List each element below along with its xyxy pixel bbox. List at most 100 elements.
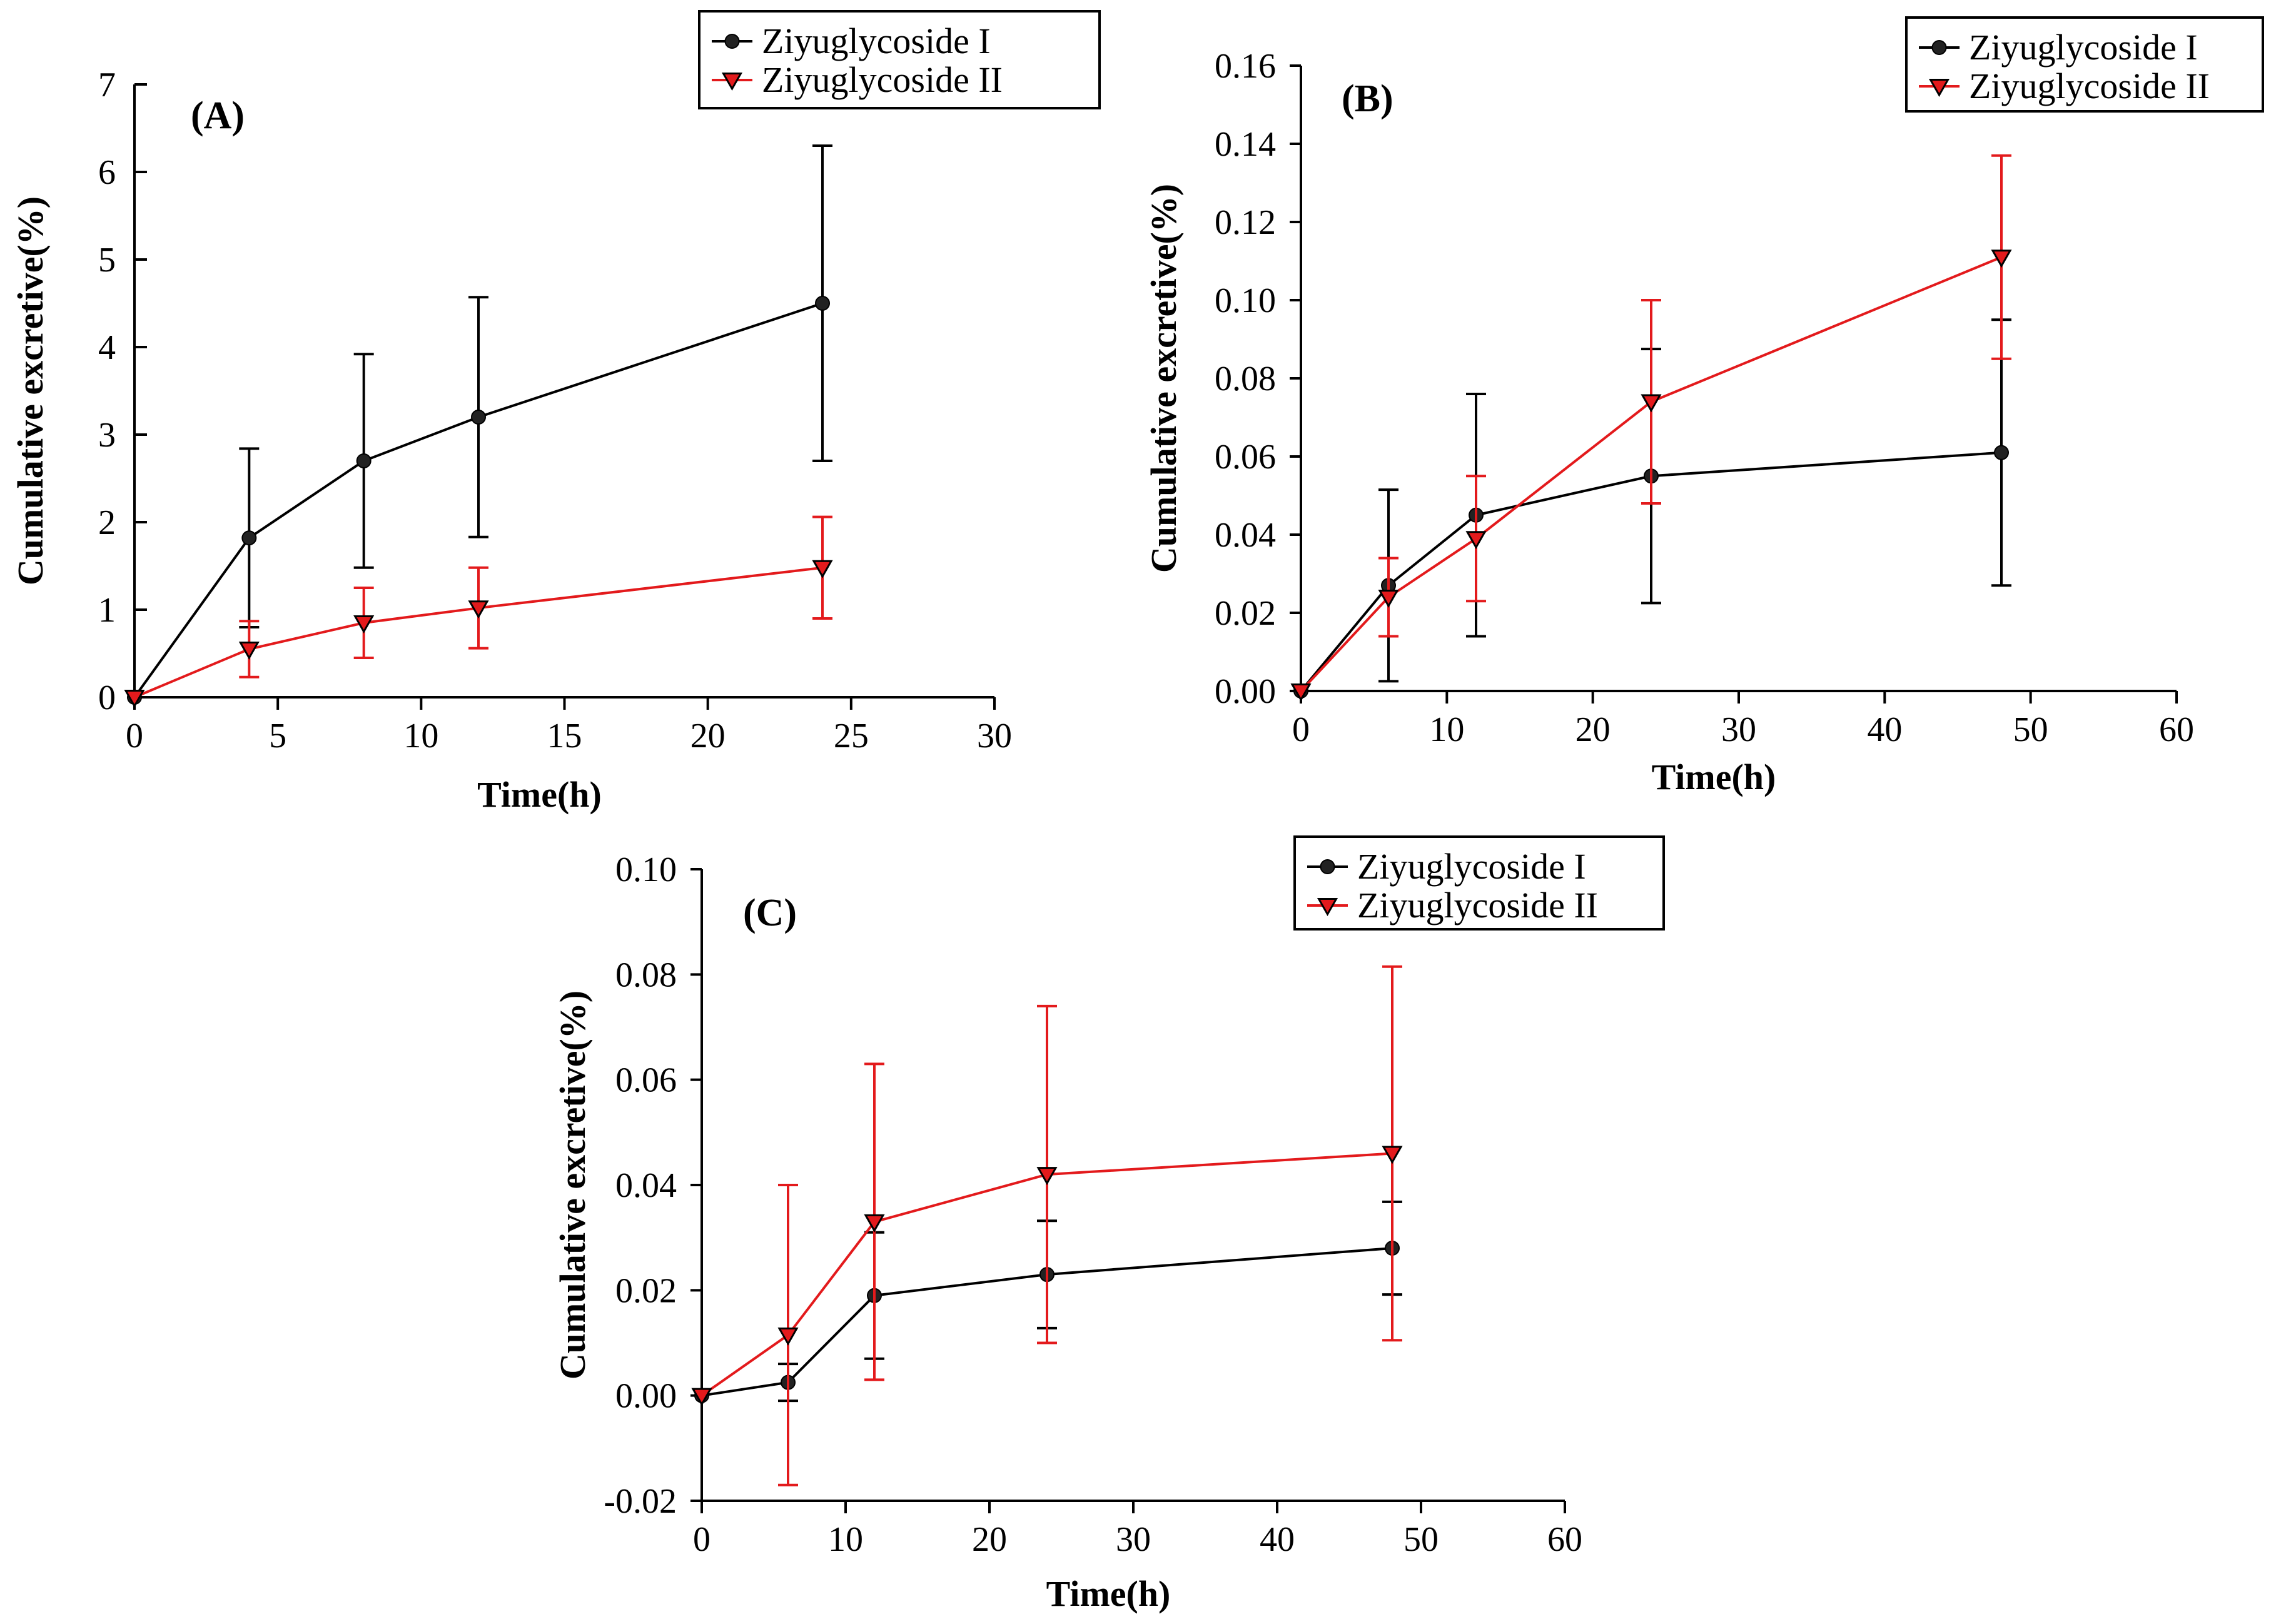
x-tick-label: 20 — [1575, 710, 1611, 749]
data-point — [124, 690, 145, 709]
series-2 — [691, 965, 1403, 1486]
series-1 — [694, 1200, 1402, 1403]
legend-marker — [724, 34, 740, 49]
legend-marker — [721, 73, 743, 91]
y-axis-title: Cumulative excretive(%) — [1143, 184, 1184, 573]
series-1 — [127, 144, 832, 705]
x-tick-label: 10 — [1429, 710, 1464, 749]
legend-box — [698, 10, 1101, 109]
legend-box — [1293, 835, 1665, 931]
x-tick-label: 10 — [403, 717, 438, 755]
data-point — [238, 642, 260, 660]
panel-label: (C) — [743, 892, 797, 934]
series-2 — [124, 515, 833, 709]
x-tick-label: 5 — [269, 717, 286, 755]
y-tick-label: -0.02 — [604, 1482, 677, 1521]
x-tick-label: 30 — [977, 717, 1012, 755]
legend-label: Ziyuglycoside I — [1969, 27, 2198, 68]
y-tick-label: 0.04 — [615, 1166, 677, 1205]
data-point — [1036, 1167, 1058, 1186]
y-axis-title: Cumulative excretive(%) — [552, 991, 593, 1379]
y-tick-label: 0 — [98, 678, 116, 717]
y-tick-label: 0.08 — [1215, 360, 1276, 398]
x-tick-label: 25 — [834, 717, 869, 755]
y-tick-label: 1 — [98, 591, 116, 630]
data-point — [241, 530, 257, 546]
data-point — [356, 453, 372, 468]
y-tick-label: 0.02 — [1215, 594, 1276, 633]
data-point — [468, 600, 489, 619]
y-tick-label: 2 — [98, 503, 116, 542]
legend-marker — [1928, 79, 1950, 98]
data-point — [812, 560, 833, 578]
data-point — [864, 1214, 885, 1233]
legend-label: Ziyuglycoside II — [1357, 885, 1598, 925]
y-tick-label: 0.10 — [615, 850, 677, 889]
legend-label: Ziyuglycoside II — [762, 59, 1003, 100]
legend-label: Ziyuglycoside I — [762, 21, 991, 61]
x-tick-label: 20 — [972, 1520, 1007, 1559]
x-tick-label: 60 — [1547, 1520, 1582, 1559]
data-point — [1290, 683, 1312, 702]
y-tick-label: 0.12 — [1215, 203, 1276, 242]
data-point — [1991, 250, 2012, 268]
legend-label: Ziyuglycoside II — [1969, 66, 2210, 106]
y-tick-label: 0.06 — [1215, 438, 1276, 477]
data-point — [1641, 394, 1662, 413]
panel-label: (A) — [191, 94, 245, 137]
panel-label: (B) — [1342, 78, 1393, 120]
data-point — [1994, 445, 2009, 460]
y-axis-title: Cumulative excretive(%) — [10, 196, 51, 585]
x-tick-label: 50 — [2013, 710, 2048, 749]
series-1 — [1293, 318, 2011, 699]
chart-panel-1: 0 1 2 3 4 5 6 7 0 5 10 15 20 25 30 Time(h) Cumulative ex… — [10, 10, 1101, 815]
data-point — [1378, 590, 1399, 608]
legend-box — [1905, 16, 2264, 113]
x-tick-label: 20 — [690, 717, 726, 755]
y-tick-label: 3 — [98, 416, 116, 455]
y-tick-label: 4 — [98, 328, 116, 367]
x-tick-label: 0 — [1292, 710, 1310, 749]
x-tick-label: 15 — [547, 717, 582, 755]
y-tick-label: 7 — [98, 66, 116, 104]
data-point — [1382, 1146, 1403, 1164]
x-tick-label: 0 — [693, 1520, 711, 1559]
y-tick-label: 0.04 — [1215, 516, 1276, 555]
data-point — [777, 1327, 799, 1346]
x-axis-title: Time(h) — [1046, 1573, 1171, 1614]
data-point — [691, 1388, 712, 1406]
legend-marker — [1931, 40, 1947, 55]
y-tick-label: 0.16 — [1215, 47, 1276, 86]
chart-panel-3: -0.02 0.00 0.02 0.04 0.06 0.08 0.10 0 10 20 30 40 50… — [552, 835, 1665, 1614]
data-point — [353, 615, 375, 634]
y-tick-label: 0.06 — [615, 1061, 677, 1100]
x-tick-label: 30 — [1721, 710, 1756, 749]
x-tick-label: 10 — [828, 1520, 863, 1559]
series-2 — [1290, 154, 2012, 702]
y-tick-label: 6 — [98, 153, 116, 192]
data-point — [1465, 531, 1487, 550]
y-tick-label: 0.10 — [1215, 281, 1276, 320]
x-tick-label: 40 — [1260, 1520, 1295, 1559]
y-tick-label: 5 — [98, 241, 116, 280]
y-tick-label: 0.02 — [615, 1271, 677, 1310]
data-point — [815, 296, 830, 311]
x-tick-label: 50 — [1403, 1520, 1439, 1559]
legend-marker — [1320, 859, 1335, 874]
legend-marker — [1317, 898, 1338, 917]
x-axis-title: Time(h) — [1652, 757, 1776, 797]
chart-panel-2: 0.00 0.02 0.04 0.06 0.08 0.10 0.12 0.14 0.16 0 10 2… — [1143, 16, 2264, 797]
x-tick-label: 30 — [1116, 1520, 1151, 1559]
legend-label: Ziyuglycoside I — [1357, 846, 1586, 887]
y-tick-label: 0.14 — [1215, 125, 1276, 164]
x-tick-label: 60 — [2159, 710, 2194, 749]
x-axis-title: Time(h) — [477, 774, 602, 815]
x-tick-label: 40 — [1867, 710, 1902, 749]
x-tick-label: 0 — [126, 717, 143, 755]
y-tick-label: 0.00 — [1215, 672, 1276, 711]
data-point — [471, 410, 486, 425]
